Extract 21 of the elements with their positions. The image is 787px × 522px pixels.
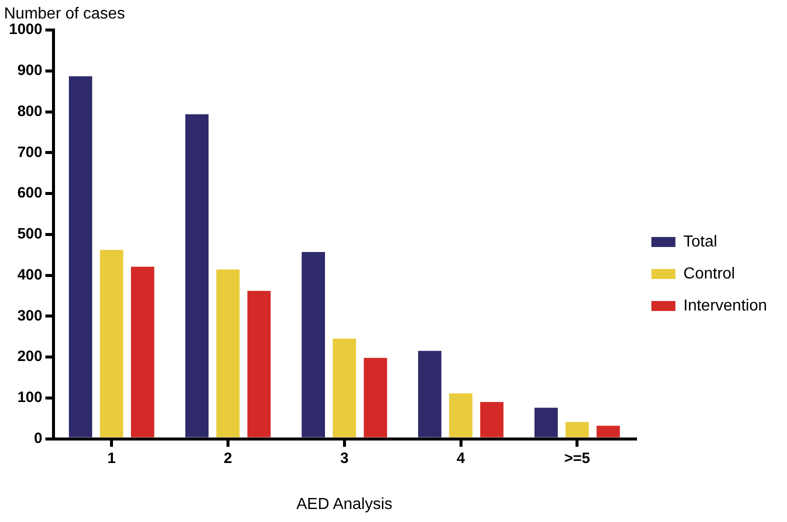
x-axis-title: AED Analysis — [296, 496, 392, 513]
y-axis-title: Number of cases — [4, 5, 125, 22]
y-tick-label: 700 — [17, 144, 42, 161]
y-tick-label: 900 — [17, 62, 42, 80]
y-tick-label: 100 — [17, 389, 42, 406]
x-tick-label: 4 — [456, 450, 466, 467]
legend-label: Total — [683, 233, 718, 250]
y-tick-label: 500 — [17, 226, 42, 243]
x-tick-label: 2 — [224, 450, 232, 467]
y-tick-label: 600 — [17, 184, 42, 202]
y-tick-label: 0 — [34, 430, 42, 447]
x-tick-label: 3 — [340, 450, 349, 467]
y-tick-label: 400 — [17, 266, 42, 284]
y-tick-label: 200 — [17, 348, 42, 366]
y-tick-label: 300 — [17, 307, 42, 324]
legend-label: Intervention — [683, 297, 767, 314]
x-tick-label: 1 — [107, 450, 116, 467]
x-tick-label: >=5 — [564, 450, 590, 467]
y-tick-label: 800 — [17, 102, 42, 120]
y-tick-label: 1000 — [8, 21, 42, 38]
legend-label: Control — [683, 265, 735, 282]
